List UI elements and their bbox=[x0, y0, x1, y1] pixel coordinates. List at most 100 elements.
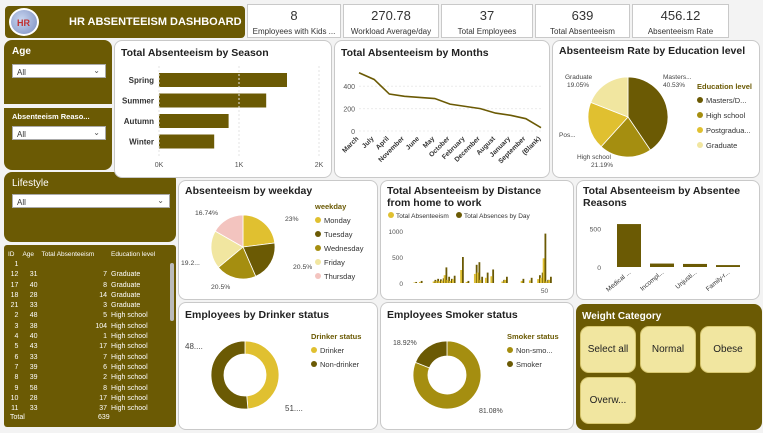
table-cell: 39 bbox=[29, 374, 38, 382]
months-chart-title: Total Absenteeism by Months bbox=[341, 47, 489, 59]
months-xtick-label: March bbox=[341, 135, 360, 154]
drinker-legend-label: Non-drinker bbox=[320, 360, 360, 369]
table-cell: 48 bbox=[29, 312, 38, 320]
distance-bar bbox=[415, 281, 418, 283]
weight-obese-button[interactable]: Obese bbox=[700, 326, 756, 373]
distance-bar bbox=[541, 272, 544, 283]
table-cell: Graduate bbox=[111, 271, 141, 279]
table-row[interactable]: 6 33 7 High school bbox=[6, 352, 168, 362]
distance-bar bbox=[478, 262, 481, 283]
smoker-chart-card: Employees Smoker status Smoker status Non… bbox=[380, 302, 574, 430]
table-row[interactable]: 1 bbox=[6, 259, 168, 269]
distance-bar bbox=[548, 279, 550, 283]
panel-divider bbox=[4, 104, 112, 108]
weekday-legend-dot bbox=[315, 231, 321, 237]
table-cell: Graduate bbox=[111, 281, 141, 289]
table-row[interactable]: 8 39 2 High school bbox=[6, 373, 168, 383]
col-header-education[interactable]: Education level bbox=[111, 250, 156, 258]
distance-bar bbox=[467, 280, 470, 283]
table-cell: 2 bbox=[14, 312, 19, 320]
col-header-age[interactable]: Age bbox=[22, 250, 35, 258]
smoker-legend-label: Smoker bbox=[516, 360, 542, 369]
distance-bar bbox=[435, 280, 438, 283]
lifestyle-panel: Lifestyle All ⌄ bbox=[4, 172, 176, 242]
distance-bar bbox=[545, 281, 548, 283]
lifestyle-filter-select[interactable]: All ⌄ bbox=[12, 194, 170, 208]
season-category-label: Summer bbox=[122, 97, 154, 106]
distance-bar bbox=[434, 279, 437, 283]
table-cell: 40 bbox=[29, 281, 38, 289]
smoker-slice-label: 18.92% bbox=[393, 340, 417, 347]
table-cell: 8 bbox=[14, 374, 19, 382]
distance-bar bbox=[520, 280, 523, 283]
distance-bar bbox=[440, 279, 442, 283]
table-row[interactable]: 9 58 8 High school bbox=[6, 383, 168, 393]
weight-normal-button[interactable]: Normal bbox=[640, 326, 696, 373]
table-row[interactable]: 10 28 17 High school bbox=[6, 393, 168, 403]
table-row[interactable]: 7 39 6 High school bbox=[6, 362, 168, 372]
drinker-chart-title: Employees by Drinker status bbox=[185, 309, 330, 321]
table-row[interactable]: 5 43 17 High school bbox=[6, 342, 168, 352]
weight-overweight-button[interactable]: Overw... bbox=[580, 377, 636, 424]
table-cell: High school bbox=[111, 374, 148, 382]
table-cell: 11 bbox=[11, 405, 19, 413]
reasons-xtick-label: Medical ... bbox=[605, 269, 632, 294]
reasons-bar bbox=[650, 263, 674, 267]
smoker-chart-title: Employees Smoker status bbox=[387, 309, 518, 321]
distance-bar bbox=[542, 258, 545, 283]
distance-legend-label: Total Absenteeism bbox=[396, 213, 449, 220]
weekday-slice-label: 19.2... bbox=[181, 260, 200, 267]
table-cell: 4 bbox=[14, 333, 19, 341]
table-row[interactable]: 12 31 7 Graduate bbox=[6, 270, 168, 280]
months-ytick-label: 200 bbox=[343, 107, 355, 114]
table-cell: 17 bbox=[10, 281, 19, 289]
table-row[interactable]: 11 33 37 High school bbox=[6, 403, 168, 413]
col-header-total[interactable]: Total Absenteeism bbox=[41, 250, 95, 258]
table-scrollbar[interactable] bbox=[170, 263, 174, 321]
table-row[interactable]: 2 48 5 High school bbox=[6, 311, 168, 321]
table-cell: 39 bbox=[29, 363, 38, 371]
table-row[interactable]: 3 38 104 High school bbox=[6, 321, 168, 331]
distance-bar bbox=[501, 281, 504, 283]
drinker-donut-chart: Drinker status Drinker Non-drinker 48.... 51… bbox=[185, 332, 361, 413]
distance-bar bbox=[445, 267, 448, 283]
col-header-id[interactable]: ID bbox=[8, 250, 15, 258]
weekday-slice-label: 23% bbox=[285, 216, 299, 223]
season-tick-label: 2K bbox=[315, 162, 324, 169]
weight-category-panel: Weight Category Select all Normal Obese … bbox=[576, 304, 762, 430]
age-filter-value: All bbox=[17, 68, 26, 77]
smoker-legend-label: Non-smo... bbox=[516, 346, 553, 355]
weight-select-all-button[interactable]: Select all bbox=[580, 326, 636, 373]
education-pie-chart: Education level Masters/D... High school Po… bbox=[559, 74, 752, 169]
distance-bar bbox=[449, 280, 451, 283]
education-chart-title: Absenteeism Rate by Education level bbox=[559, 45, 746, 57]
table-row[interactable]: 4 40 1 High school bbox=[6, 331, 168, 341]
table-cell: 17 bbox=[99, 394, 108, 402]
distance-bar bbox=[460, 270, 462, 283]
table-row[interactable]: 21 33 3 Graduate bbox=[6, 300, 168, 310]
table-cell: 6 bbox=[14, 353, 19, 361]
table-row[interactable]: 18 28 14 Graduate bbox=[6, 290, 168, 300]
distance-bar bbox=[481, 276, 484, 283]
distance-bar bbox=[492, 269, 495, 283]
table-cell: 10 bbox=[10, 394, 19, 402]
kpi-value: 8 bbox=[290, 8, 298, 23]
reason-filter-select[interactable]: All ⌄ bbox=[12, 126, 106, 140]
distance-bar bbox=[437, 278, 440, 283]
smoker-slice bbox=[412, 340, 482, 410]
age-filter-select[interactable]: All ⌄ bbox=[12, 64, 106, 78]
weekday-legend-label: Thursday bbox=[324, 272, 356, 281]
table-cell: 37 bbox=[99, 405, 108, 413]
education-slice-label: 21.19% bbox=[591, 162, 613, 169]
distance-bar bbox=[473, 273, 476, 283]
season-bar bbox=[159, 114, 229, 128]
weekday-legend-label: Friday bbox=[324, 258, 345, 267]
kpi-value: 37 bbox=[479, 8, 495, 23]
table-body: 1 12 31 7 Graduate 17 40 8 Graduate 18 28 14 Graduat… bbox=[6, 259, 168, 413]
logo-text: HR bbox=[17, 18, 30, 28]
education-legend-dot bbox=[697, 97, 703, 103]
distance-bar bbox=[432, 281, 435, 283]
distance-bar bbox=[465, 281, 468, 283]
table-row[interactable]: 17 40 8 Graduate bbox=[6, 280, 168, 290]
